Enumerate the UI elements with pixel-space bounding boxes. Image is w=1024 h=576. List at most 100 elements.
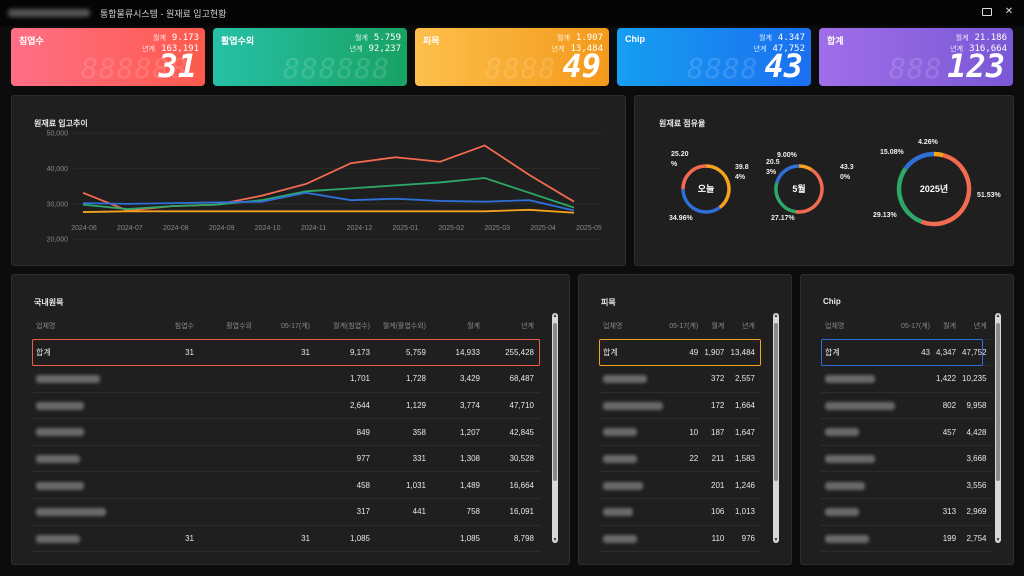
scroll-thumb[interactable] xyxy=(996,323,1000,481)
table-row[interactable]: 3,556 xyxy=(821,471,993,500)
cell-value: 4,428 xyxy=(962,418,993,446)
table-row[interactable]: 22 211 1,583 xyxy=(599,445,761,473)
x-tick-label: 2024-11 xyxy=(301,225,326,232)
ring-pct-label: 4.26% xyxy=(918,139,939,146)
table-row[interactable]: 849 358 1,207 42,845 xyxy=(32,418,540,446)
cell-value xyxy=(200,471,258,500)
table-row[interactable]: 457 4,428 xyxy=(821,418,993,446)
table-row[interactable]: 1,701 1,728 3,429 68,487 xyxy=(32,365,540,393)
scroll-up-icon[interactable]: ▲ xyxy=(773,313,779,319)
table-row[interactable]: 110 976 xyxy=(599,525,761,553)
table-row[interactable]: 372 2,557 xyxy=(599,365,761,393)
cell-value xyxy=(376,525,432,553)
cell-value: 47,752 xyxy=(962,339,993,367)
cell-value xyxy=(142,392,200,420)
column-header[interactable]: 월계 xyxy=(704,313,731,340)
scroll-down-icon[interactable]: ▼ xyxy=(995,537,1001,543)
yearly-label: 년계 xyxy=(142,46,156,53)
cell-value: 31 xyxy=(258,339,316,367)
column-header[interactable]: 년계 xyxy=(962,313,993,340)
column-header[interactable]: 업체명 xyxy=(32,313,142,340)
table-row[interactable]: 1,422 10,235 xyxy=(821,365,993,393)
monitor-icon[interactable] xyxy=(982,8,992,16)
cell-name: 합계 xyxy=(32,339,142,367)
cell-value: 313 xyxy=(936,498,963,526)
scroll-thumb[interactable] xyxy=(553,323,557,481)
table-row[interactable]: 199 2,754 xyxy=(821,525,993,553)
kpi-card-totals: 월계 4.347 년계 47,752 xyxy=(754,33,805,55)
table-row[interactable]: 977 331 1,308 30,528 xyxy=(32,445,540,473)
cell-value xyxy=(200,498,258,526)
table-row[interactable]: 106 1,013 xyxy=(599,498,761,526)
cell-value: 1,207 xyxy=(432,418,486,446)
cell-value: 31 xyxy=(142,525,200,553)
column-header[interactable]: 월계(침엽수) xyxy=(316,313,376,340)
column-header[interactable]: 월계 xyxy=(432,313,486,340)
column-header[interactable]: 05-17(계) xyxy=(669,313,705,340)
cell-name-redacted xyxy=(599,418,669,446)
share-panel: 원재료 점유율 오늘 25.20% 39.8 4% 34.96% 5월 9.00% 43.3 0… xyxy=(634,95,1014,266)
yearly-label: 년계 xyxy=(551,46,565,53)
domestic-scrollbar[interactable]: ▲ ▼ xyxy=(552,313,558,543)
kpi-card-totals: 월계 21.186 년계 316,664 xyxy=(950,33,1007,55)
cell-name: 합계 xyxy=(821,339,901,367)
cell-value: 1,085 xyxy=(316,525,376,553)
cell-value: 3,429 xyxy=(432,365,486,393)
series-line-3 xyxy=(82,208,575,214)
column-header[interactable]: 05-17(계) xyxy=(901,313,937,340)
column-header[interactable]: 침엽수 xyxy=(142,313,200,340)
ring-segment xyxy=(681,164,707,190)
table-row[interactable]: 317 441 758 16,091 xyxy=(32,498,540,526)
table-row[interactable]: 802 9,958 xyxy=(821,392,993,420)
column-header[interactable]: 월계(활엽수외) xyxy=(376,313,432,340)
ring-segment xyxy=(896,167,923,224)
table-row-total[interactable]: 합계 31 31 9,173 5,759 14,933 255,428 xyxy=(32,339,540,367)
cell-value xyxy=(200,392,258,420)
table-row[interactable]: 201 1,246 xyxy=(599,471,761,500)
table-row-total[interactable]: 합계 43 4,347 47,752 xyxy=(821,339,993,367)
ring-segment xyxy=(903,151,935,170)
table-row-total[interactable]: 합계 49 1,907 13,484 xyxy=(599,339,761,367)
column-header[interactable]: 년계 xyxy=(730,313,761,340)
table-row[interactable]: 10 187 1,647 xyxy=(599,418,761,446)
cell-value xyxy=(142,498,200,526)
column-header[interactable]: 활엽수외 xyxy=(200,313,258,340)
scroll-down-icon[interactable]: ▼ xyxy=(552,537,558,543)
today-value: 49 xyxy=(562,47,601,85)
monthly-value: 9.173 xyxy=(171,33,199,43)
column-header[interactable]: 업체명 xyxy=(821,313,901,340)
ring-pct-label: 29.13% xyxy=(873,212,898,219)
column-header[interactable]: 05-17(계) xyxy=(258,313,316,340)
table-row[interactable]: 313 2,969 xyxy=(821,498,993,526)
cell-name-redacted xyxy=(32,445,142,473)
column-header[interactable]: 년계 xyxy=(486,313,540,340)
ring-pct-label: 25.20% xyxy=(671,151,689,168)
table-row[interactable]: 3,668 xyxy=(821,445,993,473)
yearly-value: 163,191 xyxy=(161,44,199,54)
ring-segment xyxy=(705,164,731,209)
scroll-thumb[interactable] xyxy=(774,323,778,481)
table-row[interactable]: 2,644 1,129 3,774 47,710 xyxy=(32,392,540,420)
cell-value: 977 xyxy=(316,445,376,473)
ring-center-label: 5월 xyxy=(792,183,805,194)
cell-value: 8,798 xyxy=(486,525,540,553)
bark-scrollbar[interactable]: ▲ ▼ xyxy=(773,313,779,543)
cell-value xyxy=(142,418,200,446)
ring-segment xyxy=(920,153,972,227)
cell-value: 1,308 xyxy=(432,445,486,473)
column-header[interactable]: 업체명 xyxy=(599,313,669,340)
table-row[interactable]: 31 31 1,085 1,085 8,798 xyxy=(32,525,540,553)
scroll-up-icon[interactable]: ▲ xyxy=(552,313,558,319)
bark-title: 피목 xyxy=(601,298,616,307)
scroll-up-icon[interactable]: ▲ xyxy=(995,313,1001,319)
column-header[interactable]: 월계 xyxy=(936,313,963,340)
close-icon[interactable]: ✕ xyxy=(1004,6,1014,17)
monthly-label: 월계 xyxy=(759,35,772,42)
cell-name-redacted xyxy=(32,498,142,526)
cell-value xyxy=(936,471,963,500)
scroll-down-icon[interactable]: ▼ xyxy=(773,537,779,543)
table-row[interactable]: 172 1,664 xyxy=(599,392,761,420)
chip-scrollbar[interactable]: ▲ ▼ xyxy=(995,313,1001,543)
table-row[interactable]: 458 1,031 1,489 16,664 xyxy=(32,471,540,500)
cell-value: 13,484 xyxy=(730,339,761,367)
